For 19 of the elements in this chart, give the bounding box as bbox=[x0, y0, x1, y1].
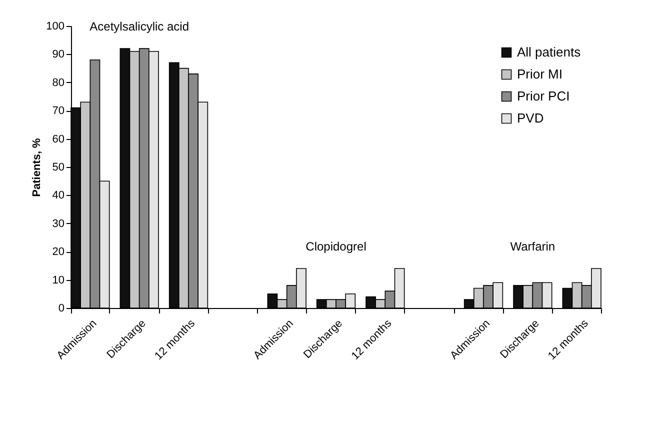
y-tick-label: 50 bbox=[52, 162, 64, 174]
y-tick-label: 70 bbox=[52, 105, 64, 118]
y-tick-label: 10 bbox=[52, 274, 64, 286]
y-tick-label: 0 bbox=[58, 302, 64, 314]
y-axis-title: Patients, % bbox=[31, 138, 44, 197]
y-tick-label: 80 bbox=[52, 76, 64, 89]
y-tick-label: 30 bbox=[52, 218, 64, 230]
y-tick-label: 20 bbox=[52, 246, 64, 258]
annotation: Warfarin bbox=[510, 240, 556, 254]
legend-label: Prior PCI bbox=[517, 88, 570, 104]
annotation: Clopidogrel bbox=[306, 240, 366, 254]
y-tick-label: 60 bbox=[52, 133, 64, 146]
y-tick-label: 90 bbox=[52, 48, 64, 61]
y-tick-label: 100 bbox=[46, 20, 64, 32]
annotation: Acetylsalicylic acid bbox=[90, 20, 190, 34]
legend-label: Prior MI bbox=[517, 66, 562, 82]
legend-label: All patients bbox=[517, 44, 582, 60]
legend-label: PVD bbox=[517, 110, 544, 126]
y-tick-label: 40 bbox=[52, 190, 64, 202]
